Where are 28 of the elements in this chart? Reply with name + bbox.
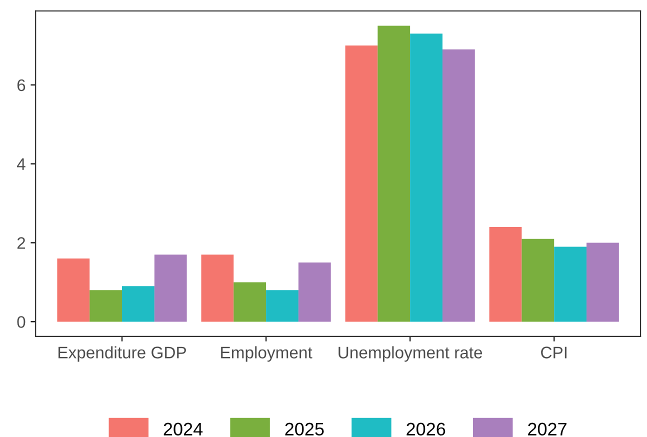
bar — [489, 226, 522, 322]
y-tick-label: 4 — [16, 158, 26, 170]
bar — [522, 238, 554, 322]
legend-label: 2024 — [164, 422, 203, 436]
x-tick-label: Expenditure GDP — [58, 346, 186, 362]
bar — [378, 26, 410, 322]
x-tick-label: Unemployment rate — [338, 346, 482, 362]
y-tick-label: 0 — [17, 316, 26, 328]
legend-label: 2025 — [285, 422, 324, 436]
legend-label: 2027 — [528, 422, 566, 436]
bar — [345, 45, 378, 322]
bar — [90, 290, 122, 322]
x-tick-label: Employment — [221, 346, 312, 362]
bar — [57, 258, 90, 322]
bar — [298, 262, 331, 322]
y-tick-label: 6 — [17, 79, 26, 92]
y-tick-label: 2 — [17, 237, 26, 249]
x-tick-label: CPI — [541, 346, 566, 358]
bar — [554, 246, 587, 322]
bar — [154, 254, 187, 322]
bar — [266, 290, 298, 322]
bar — [122, 286, 154, 322]
bar — [586, 242, 619, 322]
bar — [442, 49, 475, 322]
bar — [234, 282, 266, 322]
bar — [410, 34, 442, 322]
legend-label: 2026 — [406, 422, 446, 436]
bar — [201, 254, 234, 322]
